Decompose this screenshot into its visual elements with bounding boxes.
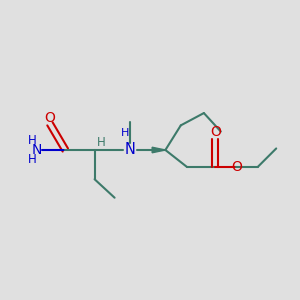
Text: O: O	[44, 111, 55, 125]
Text: H: H	[97, 136, 106, 149]
Text: H: H	[28, 134, 37, 147]
Polygon shape	[152, 147, 165, 153]
Text: H: H	[28, 153, 37, 167]
Text: O: O	[210, 125, 221, 140]
Text: N: N	[32, 143, 42, 157]
Text: H: H	[121, 128, 130, 138]
Text: O: O	[231, 160, 242, 174]
Text: N: N	[124, 142, 135, 157]
